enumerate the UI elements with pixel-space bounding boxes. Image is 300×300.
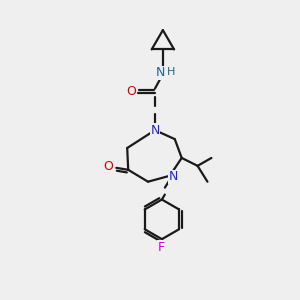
- Text: N: N: [169, 170, 178, 183]
- Text: O: O: [103, 160, 113, 173]
- Text: N: N: [150, 124, 160, 137]
- Text: H: H: [167, 67, 175, 77]
- Text: F: F: [157, 241, 164, 254]
- Text: N: N: [156, 66, 166, 79]
- Text: O: O: [126, 85, 136, 98]
